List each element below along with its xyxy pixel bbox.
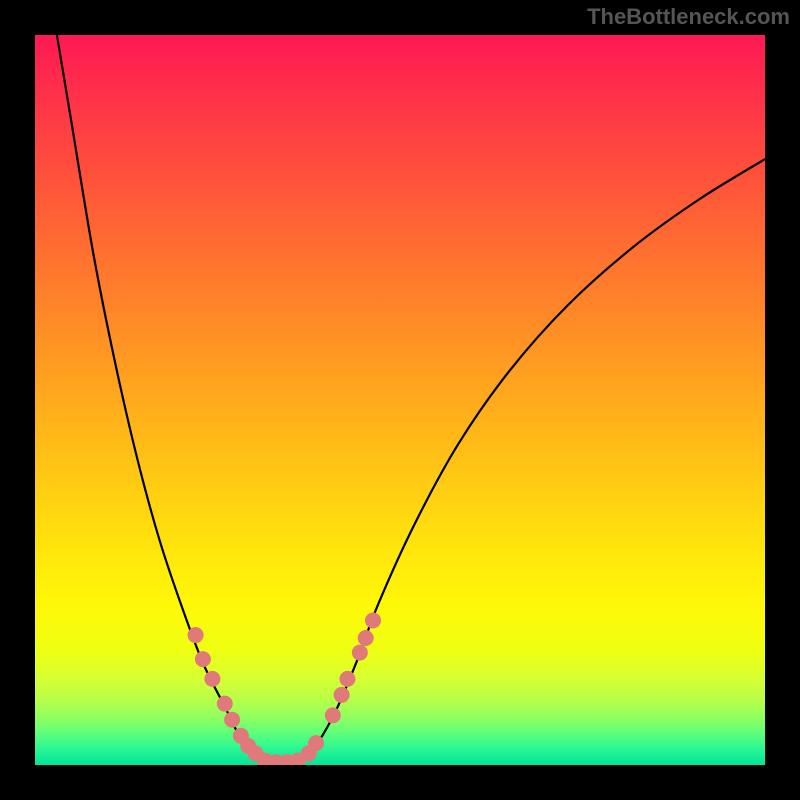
curve-marker xyxy=(188,627,204,643)
curve-marker xyxy=(325,707,341,723)
chart-background xyxy=(35,35,765,765)
curve-marker xyxy=(334,687,350,703)
curve-marker xyxy=(224,712,240,728)
watermark-text: TheBottleneck.com xyxy=(587,4,790,30)
chart-plot-area xyxy=(35,35,765,765)
curve-marker xyxy=(358,630,374,646)
curve-marker xyxy=(195,651,211,667)
curve-marker xyxy=(365,612,381,628)
curve-marker xyxy=(217,696,233,712)
curve-marker xyxy=(204,671,220,687)
curve-marker xyxy=(352,645,368,661)
bottleneck-v-chart xyxy=(35,35,765,765)
curve-marker xyxy=(339,671,355,687)
curve-marker xyxy=(308,735,324,751)
